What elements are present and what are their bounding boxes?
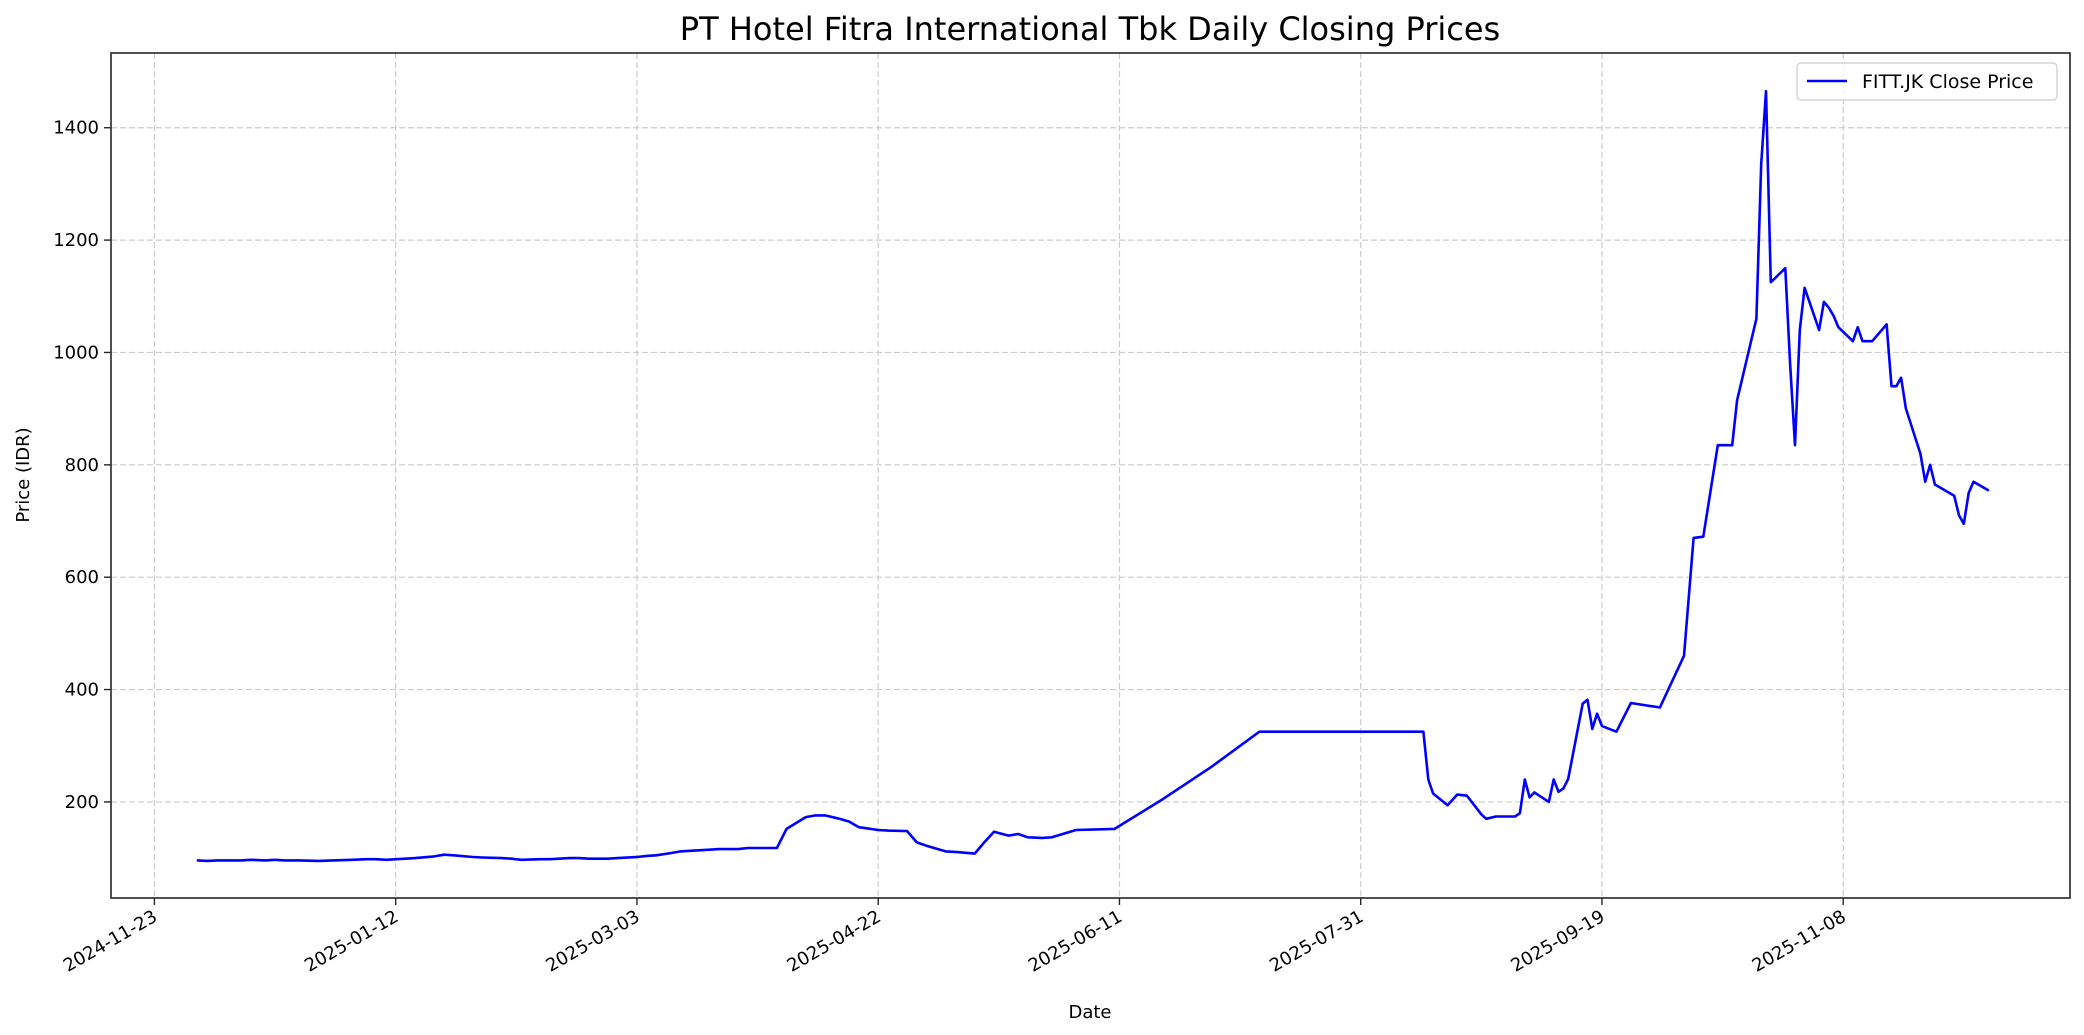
legend: FITT.JK Close Price xyxy=(1796,62,2058,101)
y-tick-label: 1200 xyxy=(53,230,99,251)
y-tick-label: 400 xyxy=(65,680,99,701)
y-tick-label: 800 xyxy=(65,455,99,476)
y-tick-label: 600 xyxy=(65,567,99,588)
y-tick-label: 200 xyxy=(65,792,99,813)
axes-frame xyxy=(110,52,2071,899)
legend-entry-label: FITT.JK Close Price xyxy=(1862,71,2033,93)
plot-background xyxy=(111,53,2070,898)
x-tick-label: 2025-01-12 xyxy=(301,906,402,976)
x-gridlines xyxy=(153,53,1844,898)
x-tick-label: 2025-04-22 xyxy=(784,906,885,976)
price-line-series xyxy=(196,89,1990,863)
x-tick-label: 2025-11-08 xyxy=(1749,906,1850,976)
x-axis-label: Date xyxy=(1068,1002,1111,1023)
x-tick-label: 2025-03-03 xyxy=(542,906,643,976)
x-tick-label: 2025-09-19 xyxy=(1507,906,1608,976)
y-gridlines xyxy=(111,127,2070,803)
y-axis-ticks: 200 400 600 800 1000 1200 1400 xyxy=(53,118,111,813)
y-tick-label: 1000 xyxy=(53,342,99,363)
y-tick-label: 1400 xyxy=(53,118,99,139)
x-axis-ticks: 2024-11-23 2025-01-12 2025-03-03 2025-04-22… xyxy=(60,898,1850,977)
x-tick-label: 2025-06-11 xyxy=(1025,906,1126,976)
x-tick-label: 2024-11-23 xyxy=(60,906,161,976)
legend-box xyxy=(1796,62,2058,101)
x-tick-label: 2025-07-31 xyxy=(1266,906,1367,976)
chart-title: PT Hotel Fitra International Tbk Daily C… xyxy=(680,10,1500,48)
plot-area xyxy=(110,52,2071,899)
y-axis-label: Price (IDR) xyxy=(13,427,34,522)
